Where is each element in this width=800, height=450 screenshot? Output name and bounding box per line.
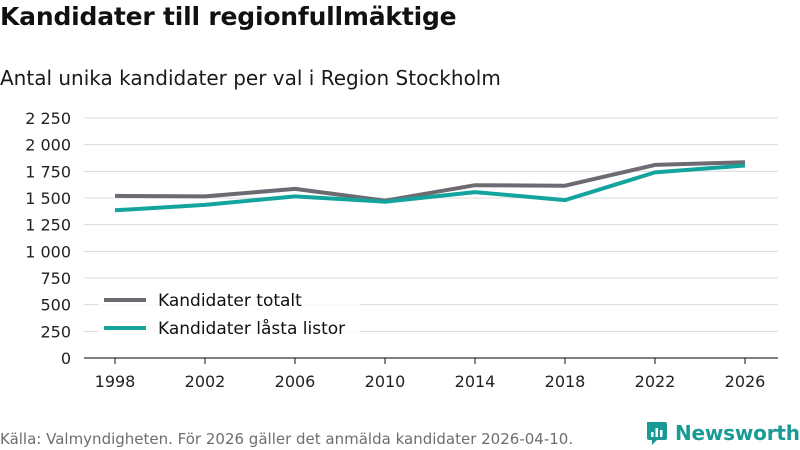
newsworthy-logo-icon xyxy=(645,420,669,446)
y-tick-label: 2 000 xyxy=(25,136,71,155)
series-line-kandidater-lasta-listor xyxy=(114,163,746,213)
y-tick-label: 250 xyxy=(40,322,71,341)
series-lines xyxy=(114,160,746,213)
series-line-kandidater-totalt xyxy=(114,160,746,203)
x-tick-label: 2018 xyxy=(545,372,586,391)
legend-label: Kandidater låsta listor xyxy=(158,318,345,339)
x-tick-label: 2022 xyxy=(635,372,676,391)
brand-name: Newsworthy xyxy=(675,421,800,445)
legend-label: Kandidater totalt xyxy=(158,291,302,311)
brand-logo: Newsworthy xyxy=(645,420,800,446)
legend-background xyxy=(98,284,360,344)
y-tick-label: 2 250 xyxy=(25,109,71,128)
x-tick-label: 2006 xyxy=(275,372,316,391)
chart-subtitle: Antal unika kandidater per val i Region … xyxy=(0,66,501,90)
y-axis-tick-labels: 0 250 500 750 1 000 1 250 1 500 1 750 2 000 2 250 xyxy=(25,109,71,368)
y-tick-label: 1 250 xyxy=(25,216,71,235)
source-note: Källa: Valmyndigheten. För 2026 gäller d… xyxy=(0,430,574,448)
chart-title: Kandidater till regionfullmäktige xyxy=(0,2,457,31)
y-tick-label: 1 000 xyxy=(25,242,71,261)
y-tick-label: 750 xyxy=(40,269,71,288)
y-tick-label: 0 xyxy=(61,349,71,368)
y-tick-label: 1 750 xyxy=(25,162,71,181)
x-tick-label: 2002 xyxy=(185,372,226,391)
y-tick-label: 1 500 xyxy=(25,189,71,208)
x-tick-label: 2014 xyxy=(455,372,496,391)
legend: Kandidater totalt Kandidater låsta listor xyxy=(98,284,360,344)
x-tick-label: 2010 xyxy=(365,372,406,391)
x-tick-label: 1998 xyxy=(95,372,136,391)
x-tick-label: 2026 xyxy=(725,372,766,391)
y-tick-label: 500 xyxy=(40,296,71,315)
x-axis: 1998 2002 2006 2010 2014 2018 2022 2026 xyxy=(84,357,778,391)
